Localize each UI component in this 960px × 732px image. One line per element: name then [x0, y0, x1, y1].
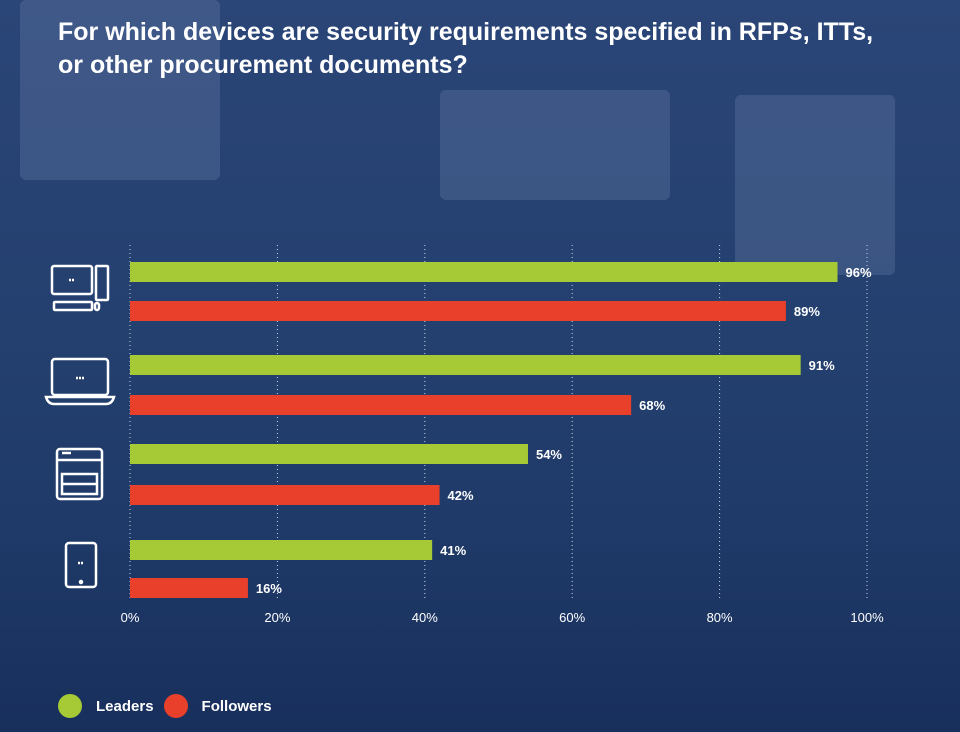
x-tick-label: 0%: [121, 610, 140, 625]
legend: Leaders Followers: [58, 694, 282, 718]
bar-leaders: [130, 355, 801, 375]
x-tick-label: 80%: [707, 610, 733, 625]
legend-swatch-leaders: [58, 694, 82, 718]
data-label: 91%: [809, 358, 835, 373]
tablet-icon: [64, 541, 98, 589]
background-photo-paper: [735, 95, 895, 275]
bar-leaders: [130, 262, 838, 282]
desktop-computer-icon: [50, 264, 110, 312]
data-label: 96%: [846, 265, 872, 280]
printer-icon: [55, 447, 104, 501]
data-label: 41%: [440, 543, 466, 558]
bar-followers: [130, 578, 248, 598]
bar-followers: [130, 395, 632, 415]
bar-followers: [130, 301, 786, 321]
data-label: 54%: [536, 447, 562, 462]
bar-leaders: [130, 540, 433, 560]
legend-label-followers: Followers: [201, 697, 272, 715]
background-photo-clipboard: [20, 0, 220, 180]
background-photo-laptop: [440, 90, 670, 200]
x-tick-label: 20%: [264, 610, 290, 625]
data-label: 68%: [639, 398, 665, 413]
legend-swatch-followers: [163, 694, 188, 718]
data-label: 16%: [256, 581, 282, 596]
x-tick-label: 100%: [850, 610, 884, 625]
chart-title: For which devices are security requireme…: [58, 18, 874, 79]
laptop-icon: [44, 357, 116, 406]
bar-followers: [130, 485, 440, 505]
data-label: 42%: [448, 488, 474, 503]
bar-leaders: [130, 444, 528, 464]
legend-label-leaders: Leaders: [96, 697, 154, 715]
data-label: 89%: [794, 304, 820, 319]
x-tick-label: 40%: [412, 610, 438, 625]
x-tick-label: 60%: [559, 610, 585, 625]
